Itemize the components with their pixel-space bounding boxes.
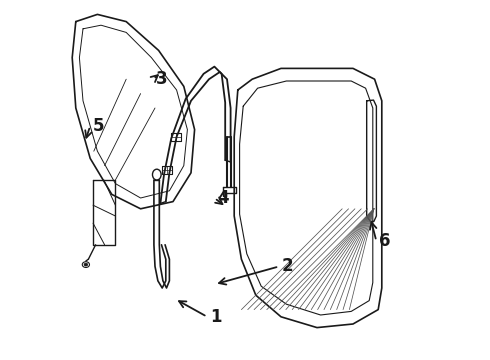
Text: 1: 1 <box>210 308 221 326</box>
Text: 3: 3 <box>156 70 168 88</box>
Ellipse shape <box>152 169 161 180</box>
Text: 4: 4 <box>217 189 228 207</box>
Text: 5: 5 <box>93 117 104 135</box>
Text: 6: 6 <box>379 232 391 250</box>
Text: 2: 2 <box>282 257 294 275</box>
Ellipse shape <box>82 262 90 267</box>
Ellipse shape <box>84 263 88 266</box>
